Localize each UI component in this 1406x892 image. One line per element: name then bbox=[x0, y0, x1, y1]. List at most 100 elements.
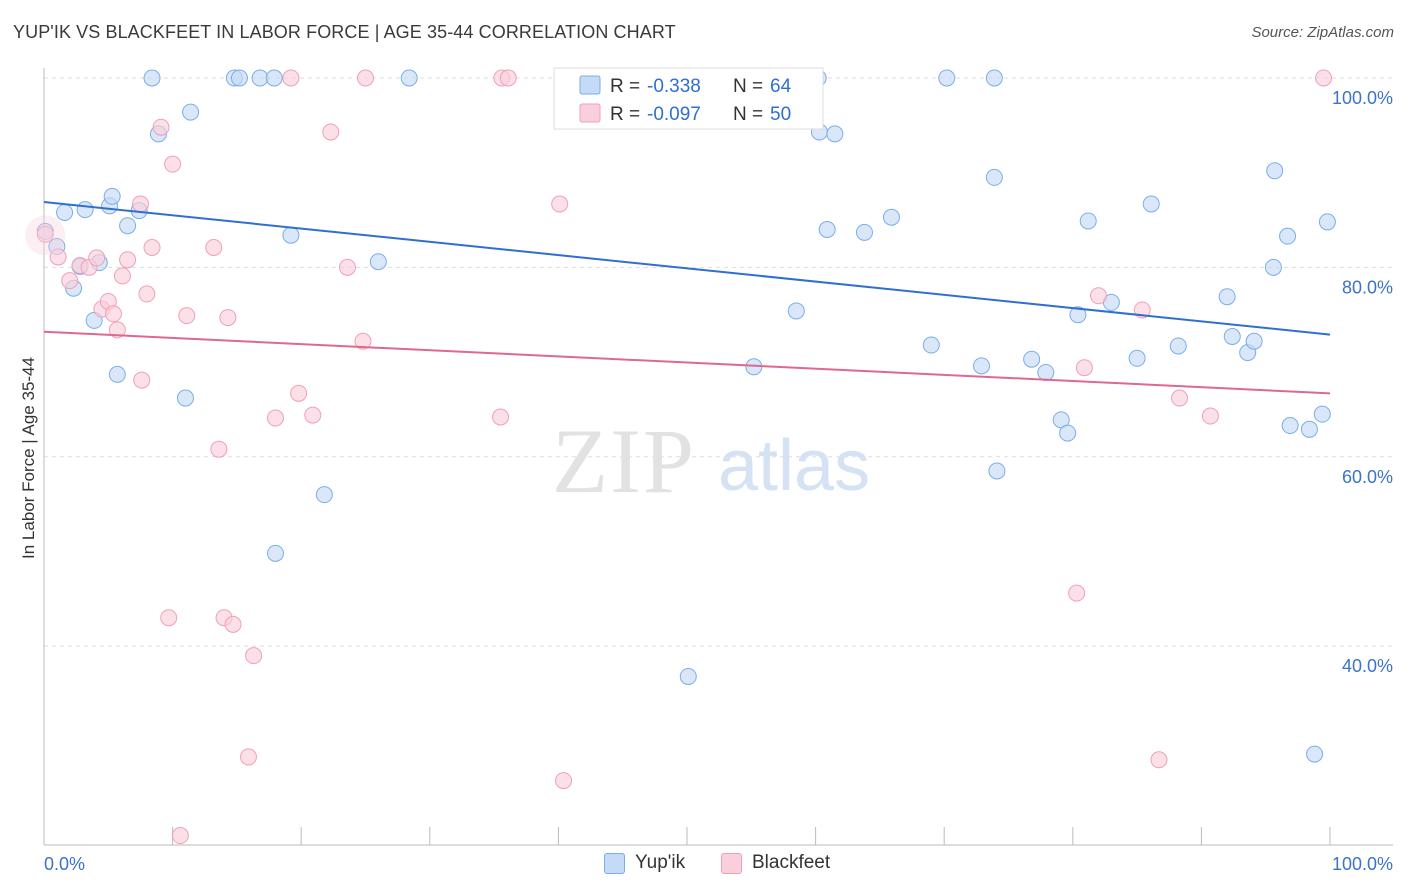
point-yupik bbox=[1313, 405, 1331, 423]
point-yupik bbox=[1218, 288, 1236, 306]
point-blackfeet bbox=[1090, 287, 1108, 305]
point-blackfeet bbox=[36, 225, 54, 243]
trend-line-blackfeet bbox=[43, 330, 1331, 395]
point-blackfeet bbox=[239, 748, 257, 766]
point-blackfeet bbox=[224, 615, 242, 633]
stats-legend: R = -0.338 N = 64 R = -0.097 N = 50 bbox=[553, 67, 824, 130]
point-blackfeet bbox=[1075, 359, 1093, 377]
axes bbox=[43, 68, 1393, 846]
point-blackfeet bbox=[178, 307, 196, 325]
point-blackfeet bbox=[354, 332, 372, 350]
legend-item-blackfeet[interactable]: Blackfeet bbox=[721, 852, 830, 874]
point-yupik bbox=[1281, 417, 1299, 435]
point-blackfeet bbox=[1315, 69, 1333, 87]
point-yupik bbox=[985, 69, 1003, 87]
y-axis-label: In Labor Force | Age 35-44 bbox=[19, 357, 38, 559]
point-yupik bbox=[1037, 363, 1055, 381]
y-tick-label: 60.0% bbox=[1342, 467, 1393, 487]
legend-label-blackfeet: Blackfeet bbox=[752, 852, 831, 873]
point-yupik bbox=[1169, 337, 1187, 355]
y-tick-label: 100.0% bbox=[1332, 88, 1393, 108]
data-points bbox=[25, 69, 1336, 845]
point-yupik bbox=[1059, 424, 1077, 442]
legend-swatch-icon bbox=[604, 852, 625, 874]
point-yupik bbox=[282, 226, 300, 244]
point-yupik bbox=[103, 187, 121, 205]
point-yupik bbox=[1306, 745, 1324, 763]
point-yupik bbox=[985, 168, 1003, 186]
legend-r-value-1: -0.338 bbox=[647, 76, 701, 97]
point-yupik bbox=[1079, 212, 1097, 230]
x-tick-label-max: 100.0% bbox=[1332, 854, 1393, 874]
point-yupik bbox=[369, 253, 387, 271]
point-yupik bbox=[265, 69, 283, 87]
point-yupik bbox=[1223, 328, 1241, 346]
grid-lines bbox=[44, 77, 1393, 647]
point-blackfeet bbox=[322, 123, 340, 141]
point-yupik bbox=[1128, 349, 1146, 367]
point-blackfeet bbox=[131, 195, 149, 213]
point-blackfeet bbox=[1171, 389, 1189, 407]
point-blackfeet bbox=[113, 267, 131, 285]
point-yupik bbox=[1266, 162, 1284, 180]
point-blackfeet bbox=[160, 609, 178, 627]
point-yupik bbox=[972, 357, 990, 375]
point-blackfeet bbox=[304, 406, 322, 424]
point-blackfeet bbox=[205, 238, 223, 256]
point-blackfeet bbox=[219, 309, 237, 327]
point-blackfeet bbox=[1068, 584, 1086, 602]
point-yupik bbox=[882, 208, 900, 226]
point-yupik bbox=[182, 103, 200, 121]
point-blackfeet bbox=[152, 118, 170, 136]
point-yupik bbox=[56, 203, 74, 221]
legend-n-value-2: 50 bbox=[770, 104, 791, 125]
point-yupik bbox=[1279, 227, 1297, 245]
point-blackfeet bbox=[357, 69, 374, 87]
point-yupik bbox=[400, 69, 418, 87]
point-yupik bbox=[176, 389, 194, 407]
point-yupik bbox=[108, 365, 126, 383]
point-blackfeet bbox=[104, 305, 122, 323]
point-blackfeet bbox=[88, 249, 106, 267]
point-blackfeet bbox=[282, 69, 300, 87]
point-blackfeet bbox=[61, 272, 79, 290]
point-yupik bbox=[1245, 332, 1263, 350]
point-blackfeet bbox=[143, 238, 161, 256]
point-blackfeet bbox=[551, 195, 569, 213]
point-blackfeet bbox=[1201, 407, 1219, 425]
point-blackfeet bbox=[1150, 751, 1168, 769]
point-blackfeet bbox=[138, 285, 156, 303]
y-tick-label: 80.0% bbox=[1342, 277, 1393, 297]
watermark-atlas: atlas bbox=[718, 426, 870, 506]
trend-line-yupik bbox=[43, 201, 1331, 336]
point-blackfeet bbox=[266, 409, 284, 427]
point-blackfeet bbox=[133, 371, 151, 389]
legend-r-label-1: R = bbox=[610, 76, 640, 97]
legend-r-label-2: R = bbox=[610, 104, 640, 125]
point-yupik bbox=[818, 221, 836, 239]
point-blackfeet bbox=[210, 440, 228, 458]
point-cluster-blackfeet bbox=[25, 215, 66, 256]
watermark-zip: ZIP bbox=[552, 410, 696, 512]
legend-n-value-1: 64 bbox=[770, 76, 792, 97]
point-blackfeet bbox=[245, 647, 263, 665]
point-yupik bbox=[1300, 420, 1318, 438]
point-yupik bbox=[1023, 350, 1041, 368]
legend-n-label-1: N = bbox=[733, 76, 763, 97]
legend-swatch-yupik bbox=[579, 75, 601, 95]
point-yupik bbox=[679, 667, 697, 685]
point-blackfeet bbox=[338, 258, 356, 276]
point-yupik bbox=[988, 462, 1006, 480]
point-yupik bbox=[230, 69, 248, 87]
point-yupik bbox=[855, 223, 873, 241]
point-yupik bbox=[922, 336, 940, 354]
x-tick-label-min: 0.0% bbox=[44, 854, 85, 874]
point-yupik bbox=[315, 486, 333, 504]
legend-swatch-icon bbox=[721, 852, 742, 874]
legend-item-yupik[interactable]: Yup'ik bbox=[604, 852, 685, 874]
point-blackfeet bbox=[555, 772, 573, 790]
point-yupik bbox=[1069, 306, 1087, 324]
point-yupik bbox=[119, 217, 137, 235]
point-blackfeet bbox=[499, 69, 517, 87]
point-yupik bbox=[826, 125, 844, 143]
